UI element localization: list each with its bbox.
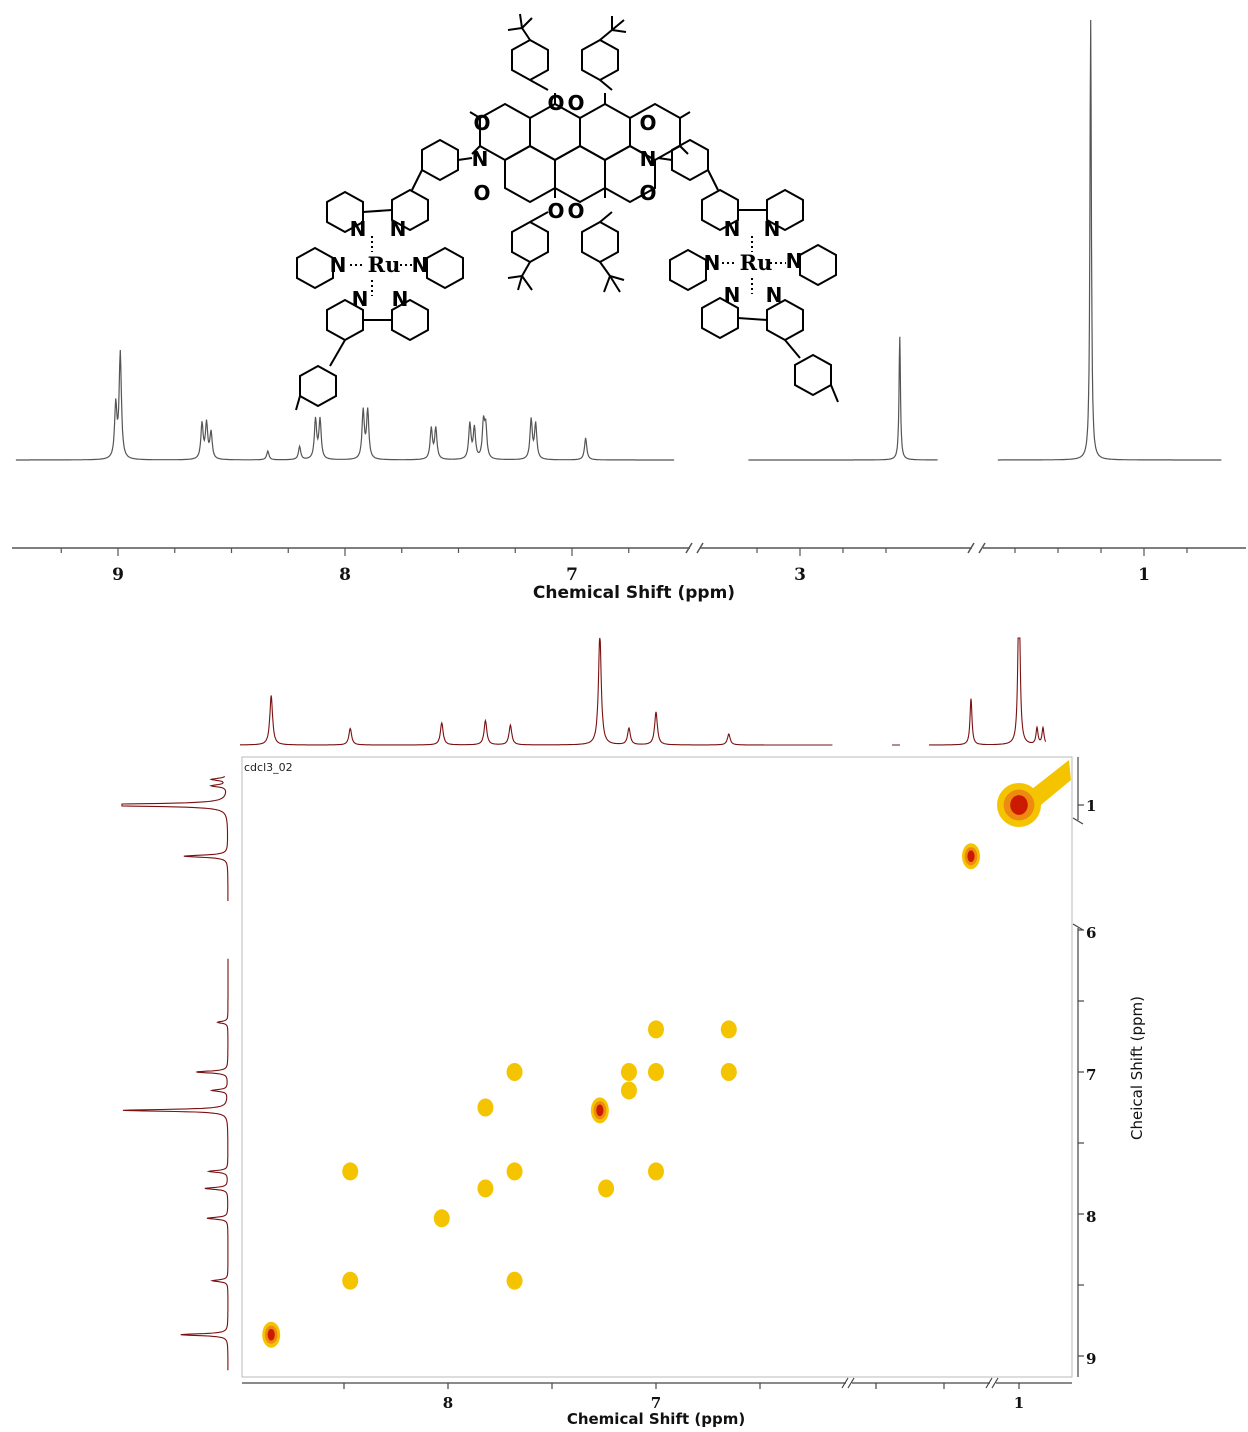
cross-peak [506, 1271, 523, 1290]
ruthenium-label: Ru [368, 252, 401, 277]
cross-peak [477, 1179, 494, 1198]
x-axis-label: Chemical Shift (ppm) [533, 583, 735, 603]
cross-peak-contour [342, 1162, 359, 1181]
cross-peak [962, 843, 980, 870]
top-projection-trace [240, 637, 1047, 746]
cross-peak-contour [720, 1063, 737, 1081]
cross-peak-contour [648, 1162, 664, 1181]
atom-label-n: N [352, 287, 369, 311]
atom-label-n: N [724, 283, 741, 307]
cross-peak-core [596, 1104, 604, 1117]
x-tick-label: 3 [794, 565, 806, 585]
x-tick-label: 1 [1014, 1394, 1024, 1412]
cross-peak [648, 1020, 664, 1039]
y-axis-label: Cheical Shift (ppm) [1128, 996, 1146, 1140]
atom-label-n: N [472, 147, 489, 171]
atom-label-o: O [547, 199, 564, 223]
x-tick-label: 1 [1138, 565, 1150, 585]
atom-label-n: N [412, 253, 429, 277]
dataset-label: cdcl3_02 [244, 761, 293, 774]
atom-label-n: N [390, 217, 407, 241]
plot-frame [241, 756, 1073, 1378]
atom-label-n: N [640, 147, 657, 171]
cross-peak-contour [648, 1063, 664, 1081]
atom-label-n: N [764, 217, 781, 241]
atom-label-o: O [567, 199, 584, 223]
cross-peak [720, 1020, 737, 1039]
axis-break-mark [841, 1377, 855, 1389]
x-tick-label: 8 [339, 565, 351, 585]
x-tick-label: 7 [566, 565, 578, 585]
y-tick-label: 8 [1086, 1208, 1096, 1226]
left-projection-trace [121, 776, 229, 1371]
atom-label-o: O [473, 111, 490, 135]
cross-peak [648, 1063, 664, 1081]
atom-label-o: O [639, 111, 656, 135]
cross-peak [620, 1081, 637, 1100]
atom-label-o: O [473, 181, 490, 205]
axis-break-mark [685, 542, 704, 554]
x-tick-label: 8 [443, 1394, 453, 1412]
top-1d-spectrum: 9 8 7 3 1 Chemical Shift (ppm) [12, 19, 1246, 603]
cross-peak [433, 1209, 450, 1228]
cross-peak-contour [477, 1098, 494, 1117]
atom-label-n: N [766, 283, 783, 307]
cosy-x-axis [242, 1377, 1072, 1389]
y-tick-label: 1 [1086, 797, 1096, 815]
cross-peak [477, 1098, 494, 1117]
top-x-axis [12, 542, 1246, 556]
cross-peak [620, 1063, 637, 1081]
cross-peak [342, 1271, 359, 1290]
proton-spectrum-trace [15, 19, 1222, 461]
cross-peak-contour [648, 1020, 664, 1039]
cross-peak-contour [506, 1271, 523, 1290]
atom-label-o: O [639, 181, 656, 205]
atom-label-o: O [567, 91, 584, 115]
y-tick-label: 6 [1086, 924, 1096, 942]
cross-peak-contour [620, 1081, 637, 1100]
atom-label-n: N [330, 253, 347, 277]
cross-peak-contour [433, 1209, 450, 1228]
axis-break-mark [967, 542, 986, 554]
atom-label-n: N [724, 217, 741, 241]
cross-peak [598, 1179, 615, 1198]
cross-peak-contour [506, 1162, 523, 1181]
atom-label-n: N [350, 217, 367, 241]
cross-peaks [262, 760, 1071, 1348]
cross-peak [342, 1162, 359, 1181]
y-tick-label: 9 [1086, 1350, 1096, 1368]
x-tick-label: 9 [112, 565, 124, 585]
cosy-2d-spectrum: cdcl3_02 8 7 1 Chemical Shift (ppm) 1 6 … [121, 637, 1146, 1428]
chemical-structure: O O O O N N O O O O N N N N N N N N N N … [295, 13, 839, 411]
cross-peak [997, 760, 1071, 827]
atom-label-n: N [704, 251, 721, 275]
ruthenium-label: Ru [740, 250, 773, 275]
atom-label-n: N [392, 287, 409, 311]
cross-peak [506, 1162, 523, 1181]
cross-peak-core [967, 850, 975, 863]
cross-peak-core [1010, 795, 1028, 815]
cross-peak-core [267, 1328, 275, 1341]
cross-peak [506, 1063, 523, 1081]
cross-peak-contour [598, 1179, 615, 1198]
cross-peak-contour [342, 1271, 359, 1290]
x-axis-label: Chemical Shift (ppm) [567, 1410, 745, 1428]
atom-label-n: N [786, 249, 803, 273]
cosy-y-axis [1072, 757, 1084, 1377]
cross-peak-contour [620, 1063, 637, 1081]
axis-break-mark [1072, 817, 1084, 931]
axis-break-mark [985, 1377, 999, 1389]
atom-label-o: O [547, 91, 564, 115]
cross-peak [590, 1097, 609, 1124]
cross-peak [648, 1162, 664, 1181]
cross-peak [262, 1321, 281, 1348]
cross-peak-contour [506, 1063, 523, 1081]
cross-peak [720, 1063, 737, 1081]
cross-peak-contour [477, 1179, 494, 1198]
perylene-core [295, 13, 839, 411]
cross-peak-contour [720, 1020, 737, 1039]
y-tick-label: 7 [1086, 1066, 1096, 1084]
x-tick-label: 7 [651, 1394, 661, 1412]
